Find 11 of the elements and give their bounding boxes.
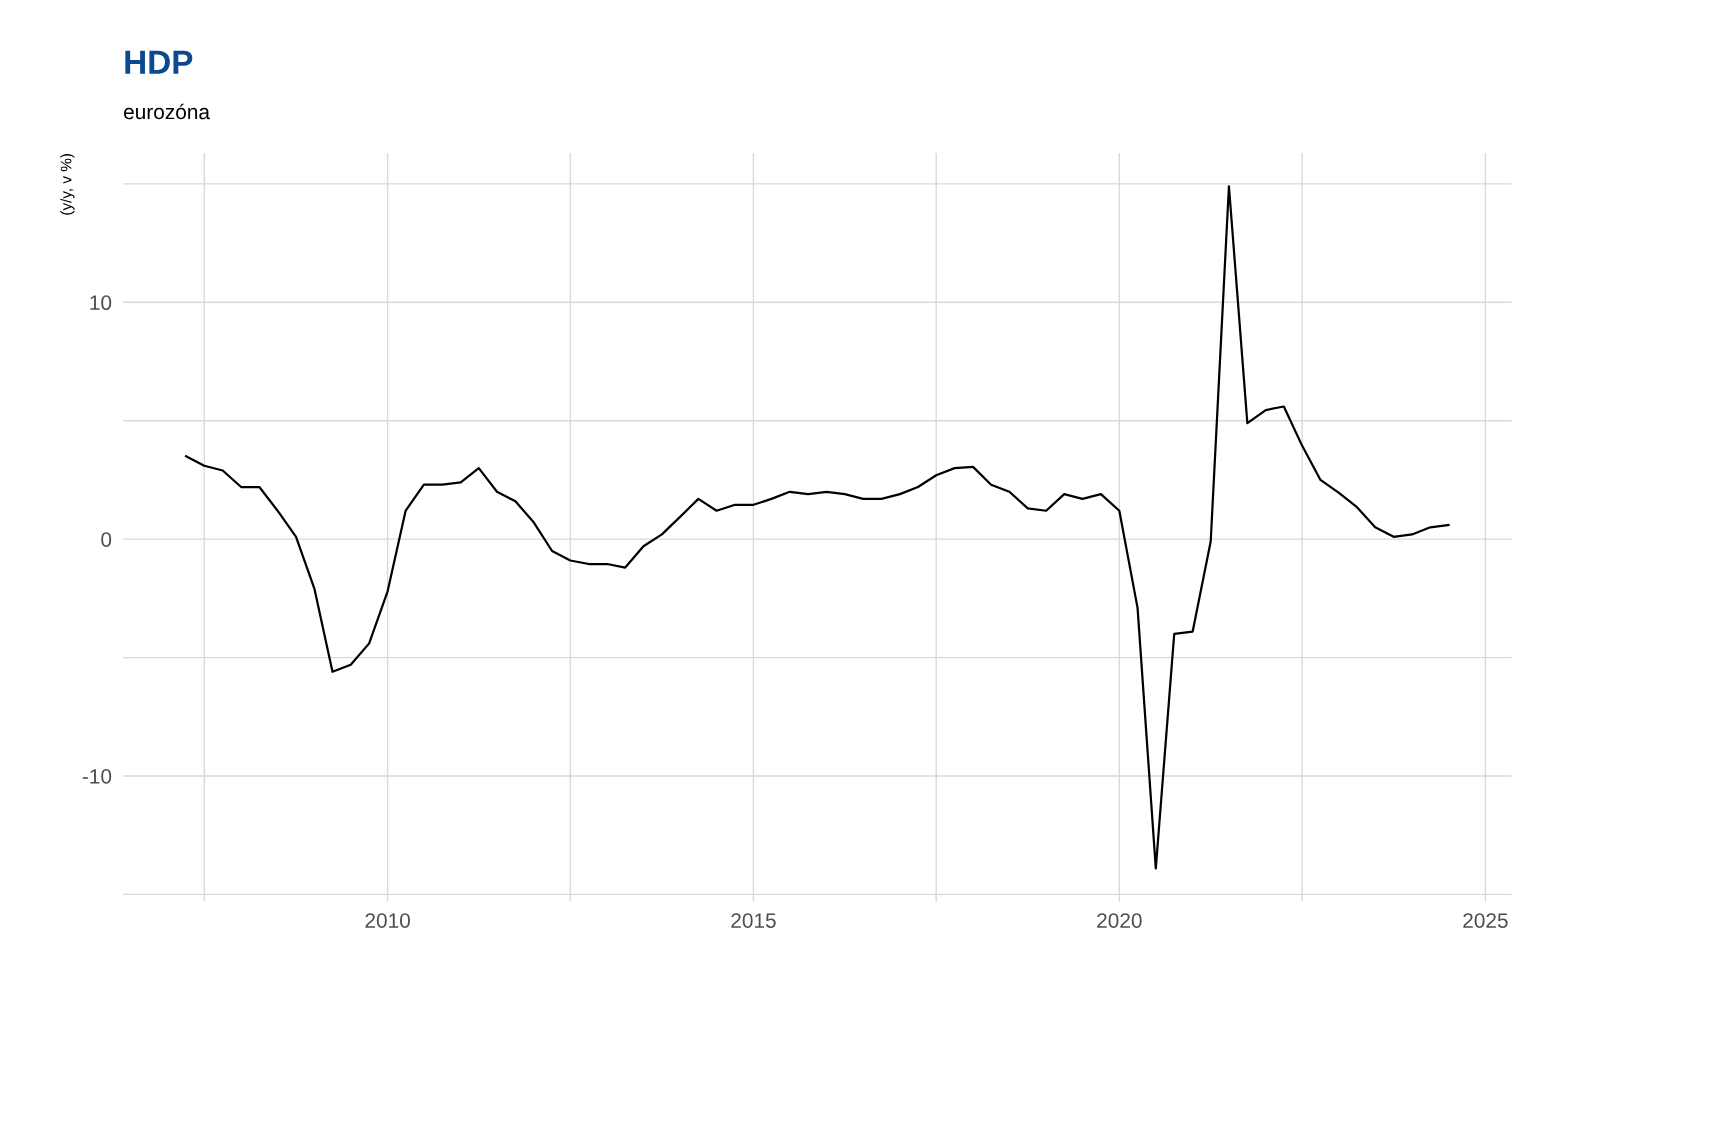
x-tick-label: 2020 — [1097, 913, 1142, 928]
x-tick-label: 2015 — [731, 913, 776, 928]
y-tick-label: -10 — [82, 769, 112, 784]
y-tick-label: 10 — [90, 295, 112, 311]
x-tick-label: 2010 — [365, 913, 410, 928]
y-axis-title: (y/y, v %) — [60, 154, 75, 215]
chart-subtitle: eurozóna — [124, 103, 210, 120]
chart-title: HDP — [125, 50, 193, 74]
y-tick-label: 0 — [101, 532, 112, 547]
line-series — [184, 185, 1450, 870]
x-tick-label: 2025 — [1463, 913, 1508, 928]
